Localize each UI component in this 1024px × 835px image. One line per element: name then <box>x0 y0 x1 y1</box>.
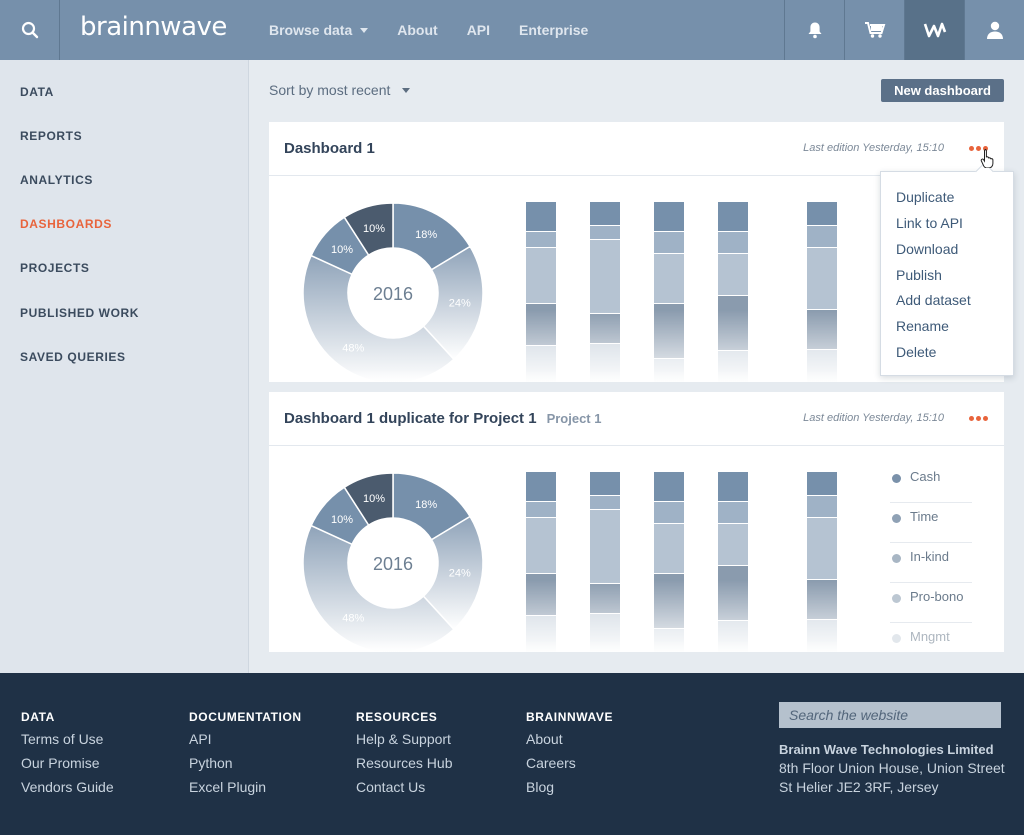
notifications-button[interactable] <box>784 0 844 60</box>
user-button[interactable] <box>964 0 1024 60</box>
cart-icon <box>864 22 885 38</box>
search-icon <box>21 21 38 39</box>
chevron-down-icon <box>402 87 411 93</box>
pie-slice-label: 24% <box>449 298 471 310</box>
legend-item-in-kind[interactable]: In-kind <box>890 543 972 583</box>
pie-slice[interactable] <box>302 254 455 382</box>
footer-heading-documentation: DOCUMENTATION <box>189 710 302 724</box>
card-title[interactable]: Dashboard 1 duplicate for Project 1 Proje… <box>284 410 602 427</box>
legend-item-time[interactable]: Time <box>890 503 972 543</box>
sidebar-item-data[interactable]: DATA <box>20 85 54 99</box>
footer-link-terms-of-use[interactable]: Terms of Use <box>21 731 104 747</box>
nav-about[interactable]: About <box>397 22 438 38</box>
nav-api[interactable]: API <box>466 22 491 38</box>
sidebar-item-analytics[interactable]: ANALYTICS <box>20 173 93 187</box>
sidebar-item-published-work[interactable]: PUBLISHED WORK <box>20 306 140 320</box>
footer-link-help-support[interactable]: Help & Support <box>356 731 451 747</box>
footer-heading-brainnwave: BRAINNWAVE <box>526 710 614 724</box>
dashboard-options-menu: Duplicate Link to API Download Publish A… <box>880 171 1014 376</box>
more-options-icon[interactable] <box>969 146 988 151</box>
footer-link-api[interactable]: API <box>189 731 212 747</box>
chart-fade <box>269 622 1004 652</box>
menu-item-delete[interactable]: Delete <box>896 344 937 360</box>
pie-center-label: 2016 <box>373 554 413 574</box>
pie-slice[interactable] <box>343 202 394 257</box>
cart-button[interactable] <box>844 0 904 60</box>
menu-item-publish[interactable]: Publish <box>896 267 942 283</box>
last-edited: Last edition Yesterday, 15:10 <box>803 142 944 154</box>
footer-heading-data: DATA <box>21 710 55 724</box>
pie-slice-label: 10% <box>363 493 385 505</box>
pie-slice-label: 48% <box>342 613 364 625</box>
address-line: St Helier JE2 3RF, Jersey <box>779 779 939 795</box>
nav-enterprise[interactable]: Enterprise <box>519 22 589 38</box>
sidebar-item-dashboards[interactable]: DASHBOARDS <box>20 217 113 231</box>
dashboard-card[interactable]: Dashboard 1 duplicate for Project 1 Proje… <box>269 392 1004 652</box>
menu-item-link-to-api[interactable]: Link to API <box>896 215 963 231</box>
main-nav: Browse data About API Enterprise <box>269 0 617 60</box>
top-bar: brainnwave Browse data About API Enterpr… <box>0 0 1024 60</box>
address-line: 8th Floor Union House, Union Street <box>779 760 1005 776</box>
project-tag[interactable]: Project 1 <box>546 411 602 426</box>
legend-dot <box>892 514 901 523</box>
pie-slice-label: 18% <box>415 499 437 511</box>
footer-link-vendors-guide[interactable]: Vendors Guide <box>21 779 114 795</box>
more-options-icon[interactable] <box>969 416 988 421</box>
legend-dot <box>892 554 901 563</box>
card-header: Dashboard 1 duplicate for Project 1 Proje… <box>269 392 1004 446</box>
sidebar-item-reports[interactable]: REPORTS <box>20 129 83 143</box>
brand-icon <box>923 22 946 38</box>
user-icon <box>986 21 1003 39</box>
sidebar-item-projects[interactable]: PROJECTS <box>20 261 90 275</box>
chart-canvas: 18% 24% 48% 10% 10% 2016 <box>269 202 1004 382</box>
sort-label: Sort by most recent <box>269 82 391 98</box>
card-title[interactable]: Dashboard 1 <box>284 140 375 157</box>
legend-dot <box>892 634 901 643</box>
footer-search-input[interactable] <box>779 702 1001 728</box>
footer-link-careers[interactable]: Careers <box>526 755 576 771</box>
chevron-down-icon <box>360 27 369 33</box>
sidebar-item-saved-queries[interactable]: SAVED QUERIES <box>20 350 126 364</box>
logo[interactable]: brainnwave <box>80 12 227 42</box>
pie-slice[interactable] <box>343 472 394 527</box>
chart-canvas: 18% 24% 48% 10% 10% 2016 <box>269 472 1004 652</box>
company-name: Brainn Wave Technologies Limited <box>779 742 994 757</box>
footer-heading-resources: RESOURCES <box>356 710 438 724</box>
bell-icon <box>808 22 821 39</box>
pie-slice-label: 10% <box>331 514 353 526</box>
pie-slice-label: 10% <box>331 244 353 256</box>
search-button[interactable] <box>0 0 60 60</box>
card-header: Dashboard 1 Last edition Yesterday, 15:1… <box>269 122 1004 176</box>
legend-item-mngmt[interactable]: Mngmt <box>890 623 972 652</box>
footer-link-python[interactable]: Python <box>189 755 233 771</box>
last-edited: Last edition Yesterday, 15:10 <box>803 412 944 424</box>
footer-link-our-promise[interactable]: Our Promise <box>21 755 100 771</box>
footer-link-about[interactable]: About <box>526 731 563 747</box>
new-dashboard-button[interactable]: New dashboard <box>881 79 1004 102</box>
nav-browse-data[interactable]: Browse data <box>269 22 369 38</box>
sort-dropdown[interactable]: Sort by most recent <box>269 82 411 98</box>
legend-dot <box>892 474 901 483</box>
pie-slice-label: 24% <box>449 568 471 580</box>
pie-slice-label: 18% <box>415 229 437 241</box>
footer-link-resources-hub[interactable]: Resources Hub <box>356 755 453 771</box>
footer-link-contact-us[interactable]: Contact Us <box>356 779 426 795</box>
legend-dot <box>892 594 901 603</box>
menu-item-rename[interactable]: Rename <box>896 318 949 334</box>
brand-button[interactable] <box>904 0 964 60</box>
footer-link-blog[interactable]: Blog <box>526 779 555 795</box>
legend-item-pro-bono[interactable]: Pro-bono <box>890 583 972 623</box>
menu-item-duplicate[interactable]: Duplicate <box>896 189 955 205</box>
legend-item-cash[interactable]: Cash <box>890 463 972 503</box>
footer: DATA Terms of Use Our Promise Vendors Gu… <box>0 673 1024 835</box>
footer-link-excel-plugin[interactable]: Excel Plugin <box>189 779 267 795</box>
sidebar: DATA REPORTS ANALYTICS DASHBOARDS PROJEC… <box>0 60 249 673</box>
menu-item-add-dataset[interactable]: Add dataset <box>896 292 971 308</box>
pie-slice-label: 10% <box>363 223 385 235</box>
pie-slice-label: 48% <box>342 343 364 355</box>
pie-center-label: 2016 <box>373 284 413 304</box>
menu-item-download[interactable]: Download <box>896 241 959 257</box>
hand-cursor-icon <box>980 149 994 168</box>
pie-slice[interactable] <box>302 524 455 652</box>
